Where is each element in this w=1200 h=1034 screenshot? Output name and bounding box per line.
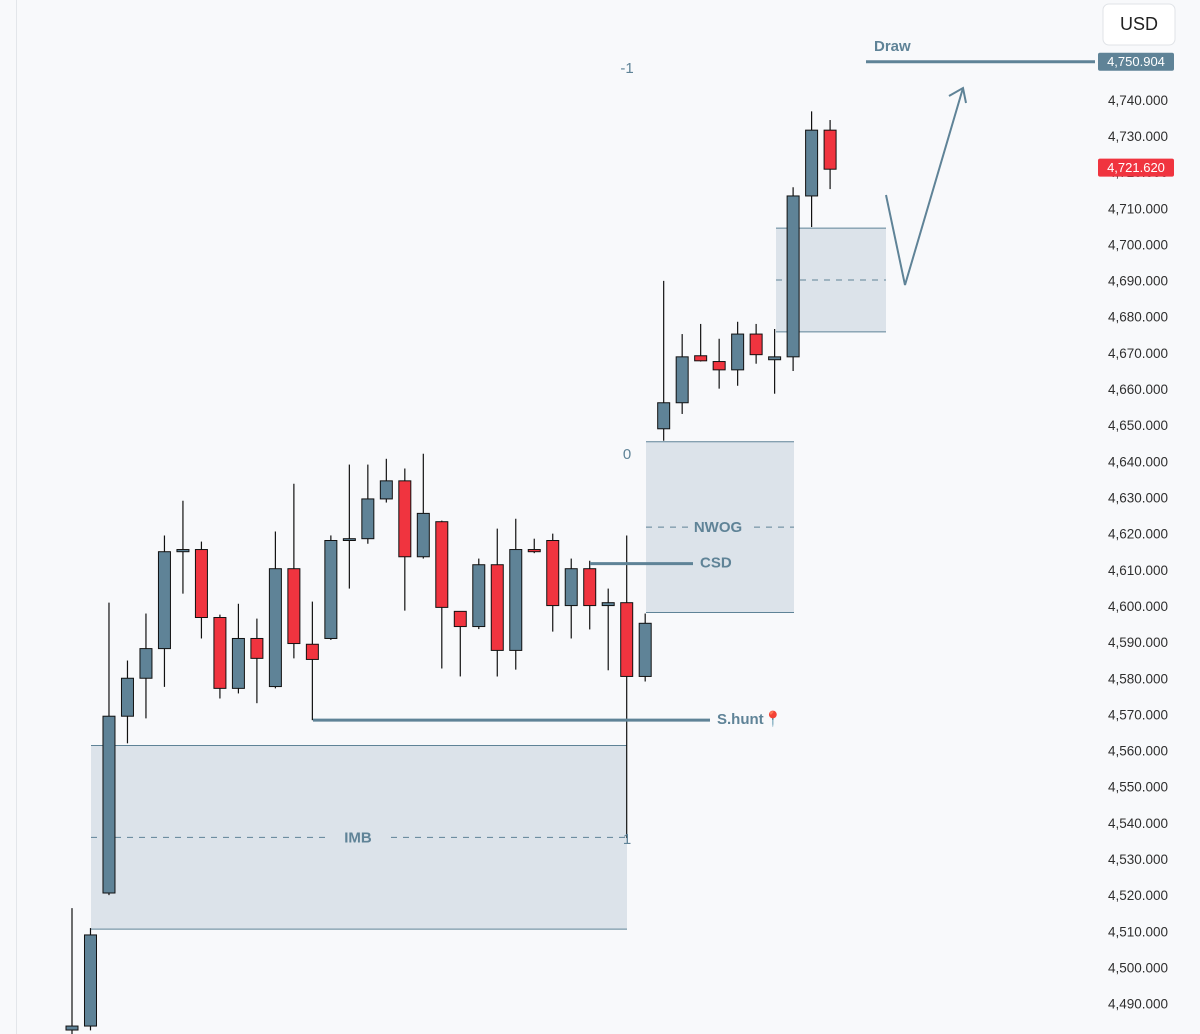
y-tick-label: 4,710.000 bbox=[1108, 201, 1168, 216]
candle-body bbox=[694, 355, 708, 362]
y-tick-label: 4,580.000 bbox=[1108, 671, 1168, 686]
y-tick-label: 4,700.000 bbox=[1108, 237, 1168, 252]
candle-body bbox=[675, 356, 689, 404]
projection-arrow bbox=[885, 87, 964, 286]
overlays: Draw S.hunt📍 CSD -1 0 1 bbox=[313, 38, 1095, 848]
arrow-head bbox=[948, 86, 967, 104]
candle-body bbox=[638, 622, 652, 677]
candle-body bbox=[768, 356, 782, 361]
level-label: Draw bbox=[874, 38, 911, 55]
y-tick-label: 4,490.000 bbox=[1108, 997, 1168, 1012]
y-tick-label: 4,530.000 bbox=[1108, 852, 1168, 867]
y-tick-label: 4,540.000 bbox=[1108, 816, 1168, 831]
candle-body bbox=[213, 617, 227, 689]
candle-body bbox=[379, 480, 393, 500]
candle-body bbox=[731, 333, 745, 371]
candle-body bbox=[749, 333, 763, 356]
currency-button[interactable] bbox=[1102, 3, 1176, 46]
candle-body bbox=[527, 549, 541, 553]
price-label-bg bbox=[1098, 158, 1174, 177]
candle-body bbox=[453, 610, 467, 628]
candle-body bbox=[601, 602, 615, 607]
fib-label: 1 bbox=[623, 831, 631, 848]
candle-body bbox=[786, 195, 800, 358]
candle-body bbox=[231, 637, 245, 689]
zone-label-bg bbox=[688, 517, 748, 538]
candle-body bbox=[65, 1025, 79, 1031]
y-tick-label: 4,600.000 bbox=[1108, 599, 1168, 614]
candle-body bbox=[509, 549, 523, 651]
candle-body bbox=[564, 568, 578, 607]
currency-label[interactable]: USD bbox=[1120, 14, 1158, 34]
candle-body bbox=[250, 637, 264, 659]
y-tick-label: 4,660.000 bbox=[1108, 382, 1168, 397]
zone-label: NWOG bbox=[694, 519, 742, 536]
candle-body bbox=[490, 564, 504, 651]
y-tick-label: 4,650.000 bbox=[1108, 418, 1168, 433]
candle-body bbox=[546, 540, 560, 607]
candle-body bbox=[268, 568, 282, 688]
price-label: 4,721.620 bbox=[1107, 160, 1165, 175]
y-tick-label: 4,680.000 bbox=[1108, 310, 1168, 325]
y-tick-label: 4,620.000 bbox=[1108, 527, 1168, 542]
y-tick-label: 4,610.000 bbox=[1108, 563, 1168, 578]
candle-body bbox=[398, 480, 412, 558]
candle-body bbox=[157, 551, 171, 650]
y-tick-label: 4,550.000 bbox=[1108, 780, 1168, 795]
y-tick-label: 4,520.000 bbox=[1108, 888, 1168, 903]
candle-body bbox=[416, 512, 430, 558]
candle-body bbox=[83, 934, 97, 1027]
fib-label: 0 bbox=[623, 446, 631, 463]
y-tick-label: 4,640.000 bbox=[1108, 454, 1168, 469]
y-tick-label: 4,690.000 bbox=[1108, 274, 1168, 289]
y-tick-label: 4,510.000 bbox=[1108, 924, 1168, 939]
price-label-bg bbox=[1098, 52, 1174, 71]
y-tick-label: 4,500.000 bbox=[1108, 960, 1168, 975]
candle-body bbox=[287, 568, 301, 645]
level-label: CSD bbox=[700, 555, 732, 572]
fib-label: -1 bbox=[620, 60, 633, 77]
candle-body bbox=[620, 602, 634, 677]
candle-body bbox=[324, 540, 338, 639]
candle-body bbox=[139, 648, 153, 679]
candle-body bbox=[583, 568, 597, 607]
y-tick-label: 4,670.000 bbox=[1108, 346, 1168, 361]
price-label: 4,750.904 bbox=[1107, 54, 1165, 69]
candle-body bbox=[194, 549, 208, 619]
candle-body bbox=[176, 549, 190, 553]
candle-body bbox=[305, 643, 319, 660]
candle-body bbox=[120, 677, 134, 717]
candle-body bbox=[823, 129, 837, 170]
y-tick-label: 4,730.000 bbox=[1108, 129, 1168, 144]
candle-body bbox=[435, 521, 449, 608]
candle-body bbox=[472, 564, 486, 628]
candle-body bbox=[342, 538, 356, 542]
level-label: S.hunt📍 bbox=[717, 710, 782, 728]
y-tick-label: 4,590.000 bbox=[1108, 635, 1168, 650]
candle-body bbox=[805, 129, 819, 197]
y-tick-label: 4,630.000 bbox=[1108, 490, 1168, 505]
candle-body bbox=[102, 715, 116, 894]
candle-body bbox=[657, 402, 671, 430]
y-tick-label: 4,570.000 bbox=[1108, 707, 1168, 722]
zone-label-bg bbox=[328, 827, 388, 848]
zone-label: IMB bbox=[344, 829, 372, 846]
zones: IMB NWOG bbox=[91, 227, 886, 930]
y-tick-label: 4,560.000 bbox=[1108, 744, 1168, 759]
y-tick-label: 4,740.000 bbox=[1108, 93, 1168, 108]
candle-body bbox=[712, 361, 726, 371]
candles bbox=[65, 111, 837, 1034]
candle-body bbox=[361, 498, 375, 540]
